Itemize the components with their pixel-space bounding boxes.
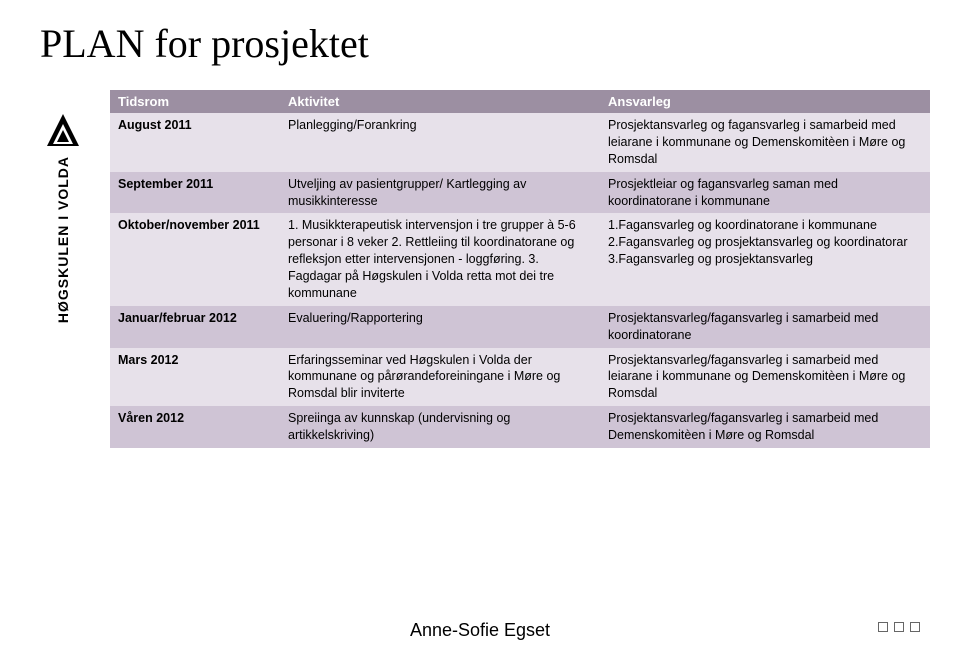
cell-tidsrom: September 2011 — [110, 172, 280, 214]
cell-ansvarleg: Prosjektansvarleg/fagansvarleg i samarbe… — [600, 406, 930, 448]
cell-ansvarleg: Prosjektleiar og fagansvarleg saman med … — [600, 172, 930, 214]
logo-triangle-icon — [43, 110, 83, 150]
table-row: Oktober/november 2011 1. Musikkterapeuti… — [110, 213, 930, 305]
cell-tidsrom: Mars 2012 — [110, 348, 280, 407]
col-header-aktivitet: Aktivitet — [280, 90, 600, 113]
page-title: PLAN for prosjektet — [0, 0, 960, 67]
footer-author: Anne-Sofie Egset — [0, 620, 960, 641]
cell-aktivitet: Utveljing av pasientgrupper/ Kartlegging… — [280, 172, 600, 214]
cell-tidsrom: Oktober/november 2011 — [110, 213, 280, 305]
table-row: Januar/februar 2012 Evaluering/Rapporter… — [110, 306, 930, 348]
logo-text: HØGSKULEN I VOLDA — [55, 156, 71, 323]
table-row: Mars 2012 Erfaringsseminar ved Høgskulen… — [110, 348, 930, 407]
plan-table-container: Tidsrom Aktivitet Ansvarleg August 2011 … — [110, 90, 930, 448]
cell-aktivitet: Planlegging/Forankring — [280, 113, 600, 172]
cell-ansvarleg: Prosjektansvarleg/fagansvarleg i samarbe… — [600, 348, 930, 407]
table-row: September 2011 Utveljing av pasientgrupp… — [110, 172, 930, 214]
cell-aktivitet: 1. Musikkterapeutisk intervensjon i tre … — [280, 213, 600, 305]
cell-tidsrom: August 2011 — [110, 113, 280, 172]
table-header-row: Tidsrom Aktivitet Ansvarleg — [110, 90, 930, 113]
cell-tidsrom: Våren 2012 — [110, 406, 280, 448]
cell-aktivitet: Evaluering/Rapportering — [280, 306, 600, 348]
cell-aktivitet: Spreiinga av kunnskap (undervisning og a… — [280, 406, 600, 448]
table-row: August 2011 Planlegging/Forankring Prosj… — [110, 113, 930, 172]
footer-squares-icon — [872, 619, 920, 637]
cell-tidsrom: Januar/februar 2012 — [110, 306, 280, 348]
cell-ansvarleg: Prosjektansvarleg og fagansvarleg i sama… — [600, 113, 930, 172]
col-header-ansvarleg: Ansvarleg — [600, 90, 930, 113]
plan-table: Tidsrom Aktivitet Ansvarleg August 2011 … — [110, 90, 930, 448]
institution-logo: HØGSKULEN I VOLDA — [35, 110, 90, 323]
table-row: Våren 2012 Spreiinga av kunnskap (underv… — [110, 406, 930, 448]
cell-aktivitet: Erfaringsseminar ved Høgskulen i Volda d… — [280, 348, 600, 407]
cell-ansvarleg: 1.Fagansvarleg og koordinatorane i kommu… — [600, 213, 930, 305]
col-header-tidsrom: Tidsrom — [110, 90, 280, 113]
cell-ansvarleg: Prosjektansvarleg/fagansvarleg i samarbe… — [600, 306, 930, 348]
